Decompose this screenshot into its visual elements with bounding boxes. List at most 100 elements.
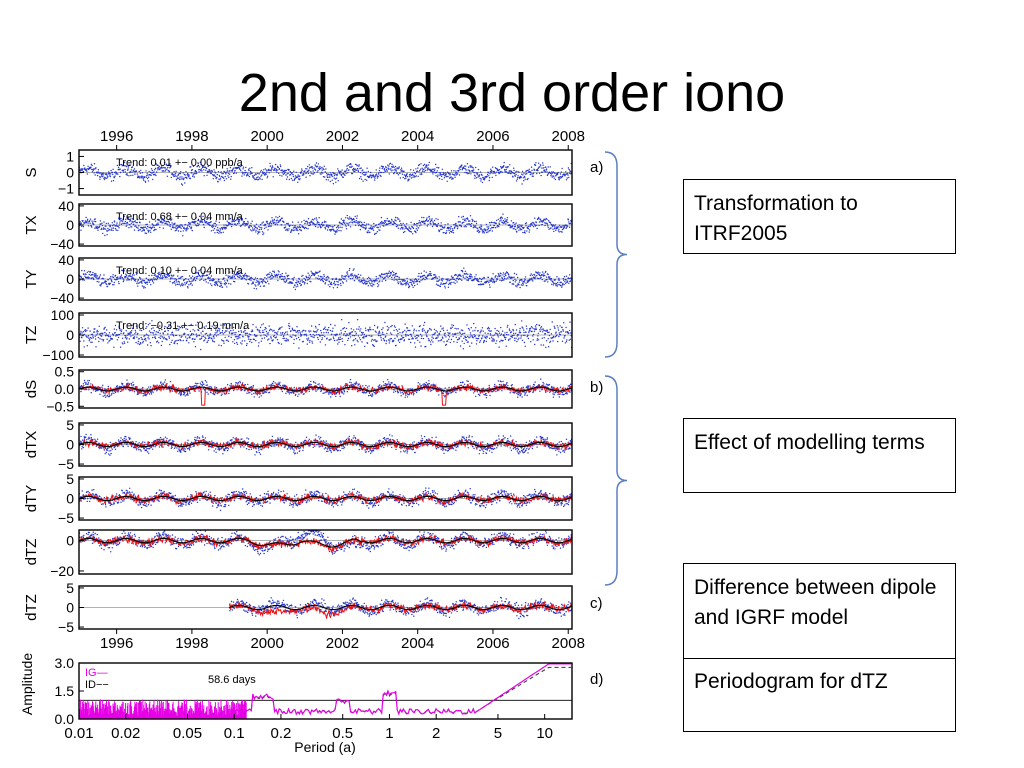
data-point [241, 340, 243, 342]
data-point [249, 170, 252, 173]
data-point [227, 340, 230, 342]
data-point [330, 281, 333, 284]
data-point [539, 330, 541, 333]
data-point [558, 335, 560, 338]
data-point [375, 331, 377, 333]
data-point [358, 279, 360, 281]
data-point [456, 281, 458, 283]
data-point [431, 170, 433, 172]
data-point [213, 174, 216, 176]
data-point [105, 334, 107, 337]
data-point [448, 229, 450, 232]
data-point [444, 332, 446, 334]
data-point [364, 327, 367, 329]
data-point [175, 284, 177, 286]
data-point [152, 178, 154, 181]
data-point [287, 282, 289, 284]
data-point [388, 327, 390, 329]
data-point [396, 330, 399, 332]
data-point [161, 220, 163, 222]
data-point [299, 333, 302, 335]
data-point [480, 178, 482, 180]
data-point [410, 335, 413, 337]
data-point [495, 342, 497, 345]
data-point [299, 178, 301, 180]
data-point [465, 226, 467, 228]
data-point [495, 280, 497, 282]
data-point [272, 330, 274, 332]
data-point [528, 231, 530, 233]
data-point [98, 225, 101, 228]
data-point [329, 180, 331, 183]
data-point [466, 171, 468, 174]
data-point [168, 336, 170, 338]
data-point [513, 222, 515, 224]
data-point [270, 225, 272, 227]
data-point [412, 233, 414, 235]
data-point [474, 335, 476, 337]
data-point [448, 226, 450, 229]
data-point [472, 337, 474, 339]
data-point [216, 332, 218, 334]
data-point [377, 277, 379, 279]
data-point [207, 335, 209, 337]
data-point [304, 172, 306, 174]
data-point [341, 319, 343, 321]
data-point [191, 169, 193, 171]
data-point [340, 218, 343, 220]
data-point [549, 340, 552, 342]
data-point [455, 279, 457, 282]
data-point [231, 332, 234, 335]
data-point [109, 282, 112, 285]
data-point [416, 337, 418, 339]
data-point [287, 325, 290, 327]
data-point [279, 174, 281, 177]
data-point [80, 168, 83, 170]
data-point [237, 217, 239, 219]
data-point [491, 176, 493, 179]
data-point [276, 171, 278, 173]
data-point [122, 278, 124, 280]
data-point [371, 338, 373, 341]
data-point [237, 165, 239, 167]
data-point [412, 227, 415, 230]
data-point [425, 333, 427, 335]
data-point [278, 172, 280, 175]
data-point [528, 171, 530, 174]
data-point [154, 228, 156, 231]
data-point [538, 221, 541, 223]
data-point [226, 280, 229, 282]
data-point [394, 275, 396, 277]
data-point [345, 327, 348, 330]
data-point [122, 343, 124, 345]
data-point [333, 334, 335, 336]
data-point [361, 341, 363, 343]
data-point [352, 329, 355, 331]
data-point [257, 345, 260, 347]
data-point [224, 280, 226, 282]
data-point [518, 337, 520, 339]
data-point [511, 334, 514, 337]
data-point [424, 169, 427, 172]
data-point [280, 334, 282, 336]
data-point [101, 224, 104, 227]
data-point [556, 276, 558, 278]
data-point [157, 169, 159, 171]
data-point [522, 283, 524, 285]
data-point [239, 333, 241, 336]
data-point [409, 173, 411, 175]
top-year-label-2008: 2008 [552, 128, 585, 145]
data-point [569, 280, 572, 282]
data-point [452, 177, 454, 180]
data-point [293, 170, 295, 172]
data-point [124, 222, 126, 225]
y-tick-label: −40 [50, 236, 74, 252]
data-point [226, 168, 228, 170]
data-point [113, 284, 115, 286]
data-point [372, 227, 374, 230]
data-point [247, 335, 249, 337]
data-point [339, 333, 341, 335]
data-point [563, 279, 565, 281]
data-point [427, 167, 429, 169]
data-point [453, 170, 455, 172]
